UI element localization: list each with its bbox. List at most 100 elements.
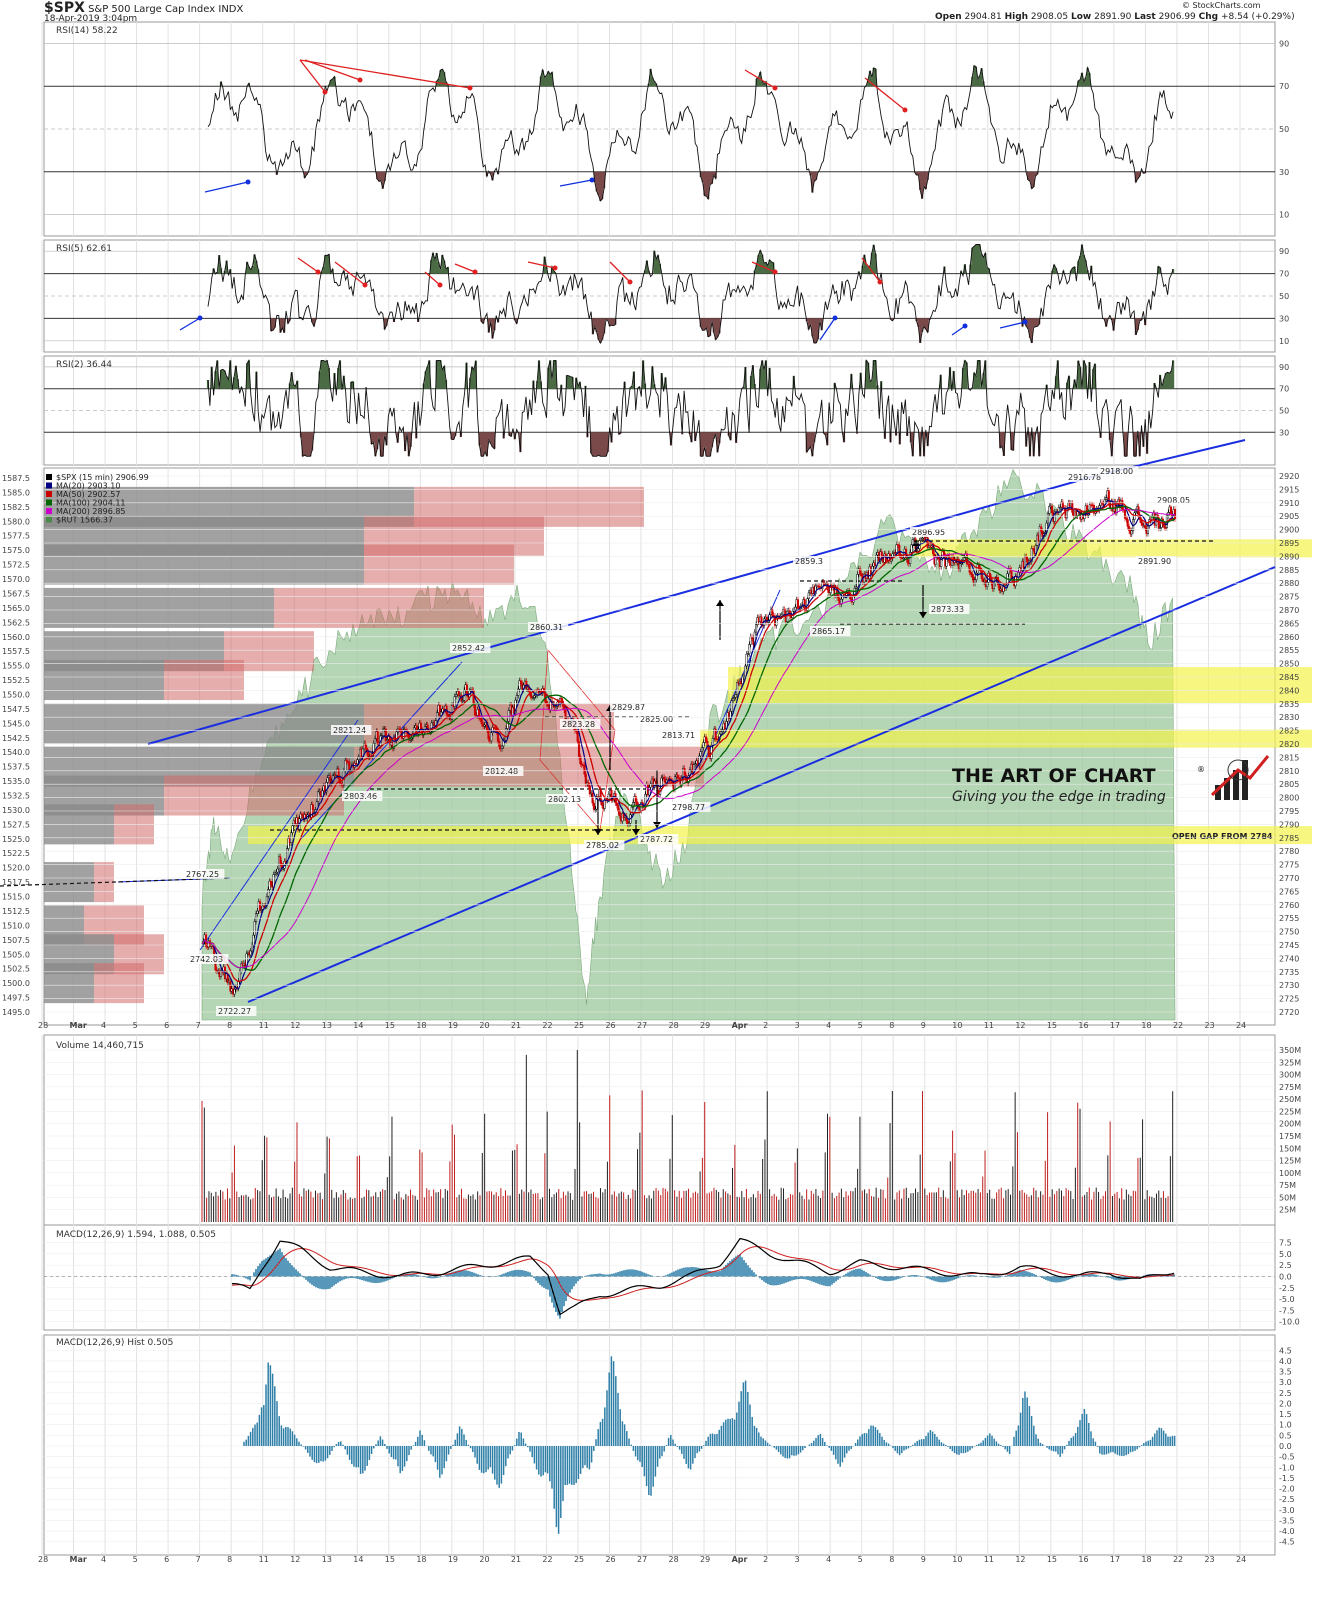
price-annotation-bg xyxy=(1066,472,1107,482)
watermark-reg: ® xyxy=(1197,765,1205,774)
rut-tick-label: 1515.0 xyxy=(2,893,30,902)
x-axis-label: 11 xyxy=(259,1021,269,1030)
price-candle xyxy=(321,790,324,798)
price-candle xyxy=(959,563,962,570)
arrow-head xyxy=(437,282,443,288)
volume-profile-down xyxy=(44,862,94,903)
price-candle xyxy=(1159,527,1162,529)
x-axis-label: 18 xyxy=(1141,1021,1151,1030)
price-candle xyxy=(299,813,302,819)
price-annotation: 2916.78 xyxy=(1068,473,1101,482)
rut-tick-label: 1500.0 xyxy=(2,979,30,988)
volume-tick-label: 150M xyxy=(1279,1144,1301,1153)
x-axis-label: 25 xyxy=(574,1021,584,1030)
volume-tick-label: 100M xyxy=(1279,1169,1301,1178)
price-candle xyxy=(744,665,747,677)
price-candle xyxy=(852,594,855,603)
high-value: 2908.05 xyxy=(1030,12,1069,22)
price-candle xyxy=(780,614,783,617)
rut-tick-label: 1577.5 xyxy=(2,532,30,541)
price-tick-label: 2750 xyxy=(1279,928,1299,937)
macd-tick-label: -5.0 xyxy=(1279,1295,1295,1304)
price-candle xyxy=(249,950,252,956)
volume-tick-label: 275M xyxy=(1279,1083,1301,1092)
price-candle xyxy=(373,738,377,744)
price-candle xyxy=(1169,506,1172,515)
rsi-tick-label: 50 xyxy=(1279,292,1289,301)
x-axis-label: 15 xyxy=(1047,1021,1057,1030)
moving-average xyxy=(201,505,1175,971)
price-candle xyxy=(963,557,966,561)
price-tick-label: 2850 xyxy=(1279,660,1299,669)
price-candle xyxy=(926,537,929,548)
rut-tick-label: 1507.5 xyxy=(2,936,30,945)
price-candle xyxy=(730,700,733,712)
price-annotation-bg xyxy=(342,791,383,801)
hist-tick-label: 4.0 xyxy=(1279,1357,1292,1366)
price-tick-label: 2745 xyxy=(1279,941,1299,950)
x-axis-label: 14 xyxy=(353,1555,363,1564)
panel-label-rsi5: RSI(5) 62.61 xyxy=(56,244,112,254)
price-candle xyxy=(700,747,704,752)
rut-tick-label: 1535.0 xyxy=(2,777,30,786)
price-candle xyxy=(253,921,256,936)
hist-tick-label: -1.0 xyxy=(1279,1463,1295,1472)
volume-profile-up xyxy=(94,963,144,1004)
volume-profile-up xyxy=(164,775,344,816)
x-axis-label: 13 xyxy=(322,1555,332,1564)
chart-date: 18-Apr-2019 3:04pm xyxy=(44,14,138,24)
legend-entry: MA(100) 2904.11 xyxy=(56,499,126,508)
macd-tick-label: 7.5 xyxy=(1279,1239,1292,1248)
rut-tick-label: 1572.5 xyxy=(2,561,30,570)
price-annotation: 2802.13 xyxy=(548,795,581,804)
price-candle xyxy=(755,624,758,633)
price-candle xyxy=(771,609,774,616)
price-candle xyxy=(826,583,829,591)
price-candle xyxy=(837,594,840,601)
panel-frame-volume xyxy=(43,1034,1276,1226)
price-candle xyxy=(856,574,859,588)
price-tick-label: 2910 xyxy=(1279,499,1299,508)
price-annotation-bg xyxy=(184,869,225,879)
price-candle xyxy=(530,696,533,698)
divergence-arrow xyxy=(334,261,366,286)
price-candle xyxy=(577,741,581,757)
panel-frame-hist xyxy=(43,1334,1276,1556)
volume-profile-down xyxy=(44,963,94,1004)
price-annotation: 2865.17 xyxy=(812,627,845,636)
price-candle xyxy=(649,783,652,788)
hist-tick-label: -2.0 xyxy=(1279,1485,1295,1494)
x-axis-label: 20 xyxy=(479,1555,489,1564)
x-axis-label: Mar xyxy=(70,1021,87,1030)
price-candle xyxy=(300,813,304,816)
divergence-arrow xyxy=(751,261,776,273)
rsi-line-rsi2 xyxy=(207,358,1174,458)
price-annotation-bg xyxy=(1155,495,1196,505)
x-axis-label: Apr xyxy=(732,1555,748,1564)
price-candle xyxy=(1002,586,1005,592)
macd-tick-label: -2.5 xyxy=(1279,1284,1295,1293)
price-candle xyxy=(917,548,920,552)
price-annotation-bg xyxy=(216,1006,257,1016)
price-candle xyxy=(229,980,232,992)
arrow-head xyxy=(902,107,908,113)
price-candle xyxy=(386,739,389,741)
support-zone xyxy=(248,826,1312,845)
price-candle xyxy=(364,743,367,749)
price-candle xyxy=(517,688,520,696)
rising-trendline xyxy=(299,661,463,841)
divergence-arrow xyxy=(864,77,906,111)
logo-bar xyxy=(1233,770,1239,800)
rut-tick-label: 1537.5 xyxy=(2,763,30,772)
price-candle xyxy=(1046,513,1050,524)
chg-label: Chg xyxy=(1198,12,1219,22)
panel-frame-macd xyxy=(43,1224,1276,1331)
price-annotation-bg xyxy=(793,556,829,566)
price-candle xyxy=(969,572,972,575)
price-candle xyxy=(660,777,663,789)
price-candle xyxy=(1007,568,1010,574)
price-candle xyxy=(533,695,536,698)
price-candle xyxy=(783,609,786,612)
price-candle xyxy=(560,698,563,702)
volume-profile-down xyxy=(44,660,164,701)
